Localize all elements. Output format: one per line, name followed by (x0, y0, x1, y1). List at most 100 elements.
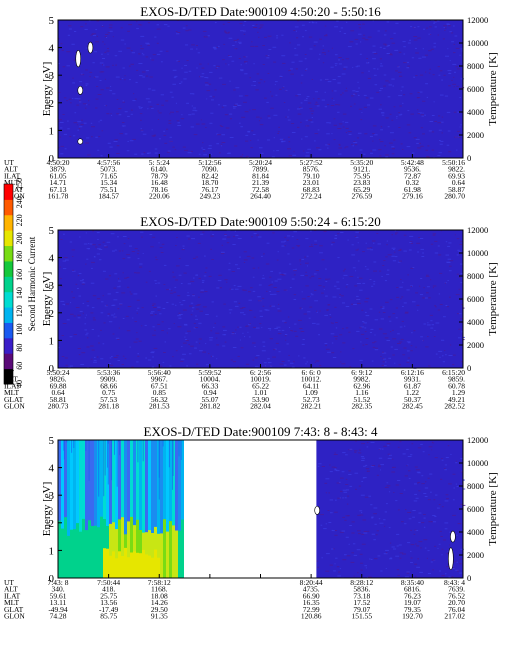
texture-speck (404, 576, 409, 578)
texture-speck (138, 63, 143, 64)
texture-speck (353, 575, 355, 577)
texture-speck (98, 121, 100, 123)
texture-speck (462, 488, 466, 490)
texture-speck (346, 21, 348, 23)
texture-speck (398, 544, 402, 546)
texture-speck (287, 136, 290, 138)
texture-speck (230, 359, 233, 361)
texture-speck (408, 470, 411, 472)
texture-speck (457, 249, 460, 251)
texture-speck (277, 308, 280, 310)
texture-speck (288, 70, 290, 72)
table-cell: 6:15:20 (442, 368, 465, 377)
texture-speck (102, 58, 105, 59)
texture-speck (385, 80, 389, 82)
texture-speck (163, 24, 168, 26)
texture-speck (402, 281, 404, 283)
spectrum-column (127, 440, 130, 578)
texture-speck (216, 133, 219, 135)
texture-speck (430, 491, 432, 493)
texture-speck (322, 62, 325, 64)
texture-speck (235, 103, 239, 105)
texture-speck (224, 31, 228, 33)
table-cell: 5:59:52 (198, 368, 221, 377)
texture-speck (132, 100, 136, 102)
texture-speck (291, 278, 295, 280)
texture-speck (240, 155, 243, 157)
texture-speck (315, 360, 320, 362)
texture-speck (309, 108, 313, 110)
texture-speck (248, 336, 251, 338)
spectrum-peak (115, 558, 118, 578)
texture-speck (216, 47, 218, 48)
texture-speck (305, 152, 310, 154)
texture-speck (60, 43, 63, 45)
texture-speck (413, 137, 417, 139)
texture-speck (238, 95, 243, 97)
texture-speck (93, 34, 96, 36)
texture-speck (425, 71, 427, 73)
colorbar-tick-label: 140 (15, 287, 24, 299)
texture-speck (163, 130, 166, 132)
table-cell: 192.70 (402, 612, 423, 621)
texture-speck (343, 491, 348, 493)
table-cell: 281.18 (98, 402, 119, 411)
texture-speck (397, 261, 401, 263)
texture-speck (198, 153, 201, 155)
texture-speck (123, 243, 126, 245)
texture-speck (322, 49, 325, 51)
texture-speck (73, 135, 76, 137)
texture-speck (438, 350, 443, 352)
texture-speck (254, 365, 259, 367)
texture-speck (266, 242, 270, 244)
y2-tick-label: 12000 (467, 225, 488, 235)
colorbar-swatch (4, 337, 13, 354)
texture-speck (393, 492, 395, 493)
texture-speck (375, 534, 378, 536)
texture-speck (455, 560, 457, 562)
texture-speck (185, 265, 189, 267)
texture-speck (402, 41, 406, 43)
texture-speck (373, 53, 378, 55)
texture-speck (406, 572, 410, 574)
table-cell: -49.94 (48, 605, 68, 614)
texture-speck (417, 92, 420, 94)
texture-speck (389, 558, 393, 560)
texture-speck (460, 470, 464, 472)
texture-speck (116, 153, 120, 154)
texture-speck (433, 499, 436, 501)
texture-speck (378, 149, 382, 151)
texture-speck (339, 531, 344, 533)
texture-speck (454, 71, 456, 73)
texture-speck (66, 100, 68, 102)
table-cell: 281.53 (149, 402, 170, 411)
colorbar-swatch (4, 214, 13, 231)
texture-speck (347, 495, 350, 497)
y2-tick-label: 10000 (467, 458, 488, 468)
texture-speck (183, 272, 187, 274)
texture-speck (382, 361, 385, 363)
texture-speck (263, 253, 265, 255)
texture-speck (100, 155, 103, 157)
texture-speck (323, 231, 327, 232)
texture-speck (109, 30, 113, 32)
texture-speck (334, 306, 337, 308)
texture-speck (349, 366, 352, 368)
texture-speck (363, 465, 366, 467)
texture-speck (187, 152, 192, 154)
texture-speck (264, 36, 267, 38)
texture-speck (196, 67, 198, 69)
texture-speck (379, 58, 382, 60)
texture-speck (223, 43, 226, 45)
table-cell: 0.64 (51, 388, 64, 397)
texture-speck (399, 557, 402, 559)
texture-speck (327, 81, 332, 83)
texture-speck (151, 89, 156, 91)
texture-speck (253, 63, 255, 65)
spectrum-band (73, 529, 76, 578)
table-cell: 17.52 (353, 598, 370, 607)
table-cell: 9121. (353, 165, 370, 174)
texture-speck (273, 293, 277, 295)
table-cell: 8:35:40 (401, 578, 424, 587)
texture-speck (160, 365, 163, 367)
